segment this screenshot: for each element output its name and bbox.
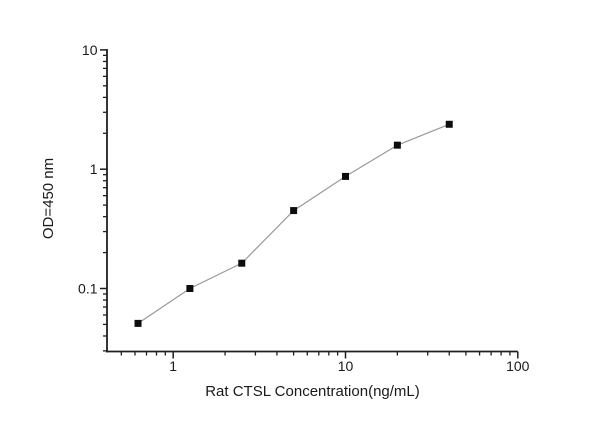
y-tick-label: 0.1 bbox=[78, 281, 98, 297]
x-tick-label: 100 bbox=[506, 358, 530, 374]
data-point-marker bbox=[290, 207, 298, 215]
y-tick-label: 10 bbox=[82, 42, 98, 58]
x-tick-label: 1 bbox=[169, 358, 177, 374]
data-point-marker bbox=[445, 120, 453, 128]
y-axis-title: OD=450 nm bbox=[40, 158, 57, 239]
data-point-marker bbox=[238, 259, 246, 267]
y-tick-label: 1 bbox=[90, 161, 98, 177]
data-point-marker bbox=[186, 285, 194, 292]
data-point-marker bbox=[393, 141, 401, 149]
series-line bbox=[137, 123, 450, 324]
data-point-marker bbox=[134, 319, 142, 327]
x-axis-title: Rat CTSL Concentration(ng/mL) bbox=[205, 383, 420, 400]
x-tick-label: 10 bbox=[338, 358, 354, 374]
plot-area: 1 10 100 0.1 1 10 bbox=[78, 42, 530, 374]
data-point-marker bbox=[342, 172, 349, 180]
